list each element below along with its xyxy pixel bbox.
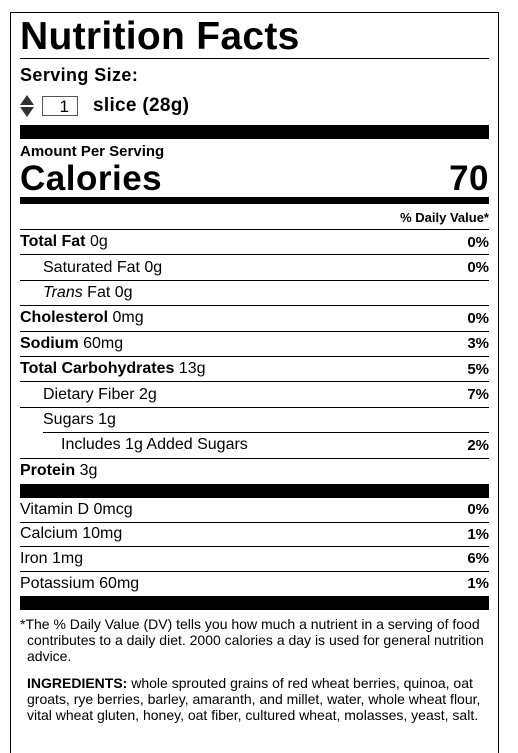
nutrient-amount: 13g: [178, 360, 206, 378]
nutrient-name: Cholesterol: [20, 309, 109, 327]
nutrient-row: Trans Fat 0g: [20, 281, 489, 307]
serving-unit: slice (28g): [93, 95, 190, 116]
increment-arrow[interactable]: [20, 95, 34, 105]
nutrient-amount: 60mg: [83, 334, 124, 352]
vitamin-row: Calcium 10mg 1%: [20, 523, 489, 548]
nutrient-dv: 0%: [467, 259, 489, 277]
vitamin-dv: 1%: [467, 525, 489, 543]
stepper-arrows: [20, 95, 34, 117]
vitamin-name: Potassium: [20, 574, 95, 592]
nutrient-dv: 0%: [467, 309, 489, 327]
medium-divider: [20, 197, 489, 204]
quantity-input[interactable]: 1: [42, 96, 78, 116]
nutrient-row: Sugars 1g: [20, 408, 489, 434]
nutrient-name: Protein: [20, 462, 76, 480]
footnote: *The % Daily Value (DV) tells you how mu…: [20, 616, 484, 665]
nutrient-name-prefix: Trans: [43, 283, 83, 301]
nutrient-amount: 0g: [144, 258, 163, 276]
nutrient-amount: 2g: [139, 385, 157, 403]
thick-divider: [20, 483, 489, 498]
nutrient-dv: 0%: [467, 233, 489, 251]
vitamin-dv: 6%: [467, 550, 489, 568]
nutrient-amount: 3g: [79, 462, 98, 480]
vitamin-name: Iron: [20, 549, 48, 567]
nutrient-name: Dietary Fiber: [43, 385, 135, 403]
vitamin-amount: 10mg: [82, 525, 123, 543]
vitamin-dv: 0%: [467, 501, 489, 519]
nutrient-row: Total Carbohydrates 13g 5%: [20, 357, 489, 383]
serving-size-label: Serving Size:: [20, 65, 139, 85]
nutrient-amount: 0g: [114, 283, 133, 301]
vitamin-name: Calcium: [20, 525, 78, 543]
nutrient-name: Saturated Fat: [43, 258, 140, 276]
nutrient-name: Includes 1g Added Sugars: [61, 436, 248, 454]
vitamin-amount: 60mg: [99, 574, 140, 592]
title: Nutrition Facts: [20, 13, 489, 59]
decrement-arrow[interactable]: [20, 107, 34, 117]
nutrient-amount: 1g: [98, 411, 116, 429]
calories-row: Calories 70: [20, 159, 489, 198]
nutrient-amount: 0mg: [112, 309, 144, 327]
vitamin-row: Vitamin D 0mcg 0%: [20, 498, 489, 523]
nutrient-name: Sodium: [20, 334, 79, 352]
calories-label: Calories: [20, 159, 163, 198]
daily-value-header: % Daily Value*: [20, 204, 489, 230]
ingredients: INGREDIENTS: whole sprouted grains of re…: [20, 675, 489, 723]
vitamin-amount: 0mcg: [93, 500, 133, 518]
vitamin-dv: 1%: [467, 575, 489, 593]
vitamin-name: Vitamin D: [20, 500, 90, 518]
serving-stepper: 1 slice (28g): [20, 89, 489, 123]
nutrient-row: Dietary Fiber 2g 7%: [20, 382, 489, 408]
ingredients-label: INGREDIENTS:: [27, 675, 128, 692]
nutrient-name: Fat: [87, 283, 111, 301]
nutrient-name: Total Carbohydrates: [20, 360, 175, 378]
nutrient-name: Total Fat: [20, 233, 86, 251]
nutrient-row: Protein 3g: [20, 459, 489, 484]
vitamin-amount: 1mg: [52, 549, 84, 567]
nutrient-row: Saturated Fat 0g 0%: [20, 255, 489, 281]
ingredients-text: whole sprouted grains of red wheat berri…: [27, 675, 481, 724]
vitamin-row: Potassium 60mg 1%: [20, 572, 489, 597]
nutrient-amount: 0g: [89, 233, 108, 251]
nutrition-label: Nutrition Facts Serving Size: 1 slice (2…: [10, 12, 499, 753]
thick-divider: [20, 125, 489, 139]
nutrient-dv: 7%: [467, 386, 489, 404]
nutrient-row: Sodium 60mg 3%: [20, 332, 489, 357]
thick-divider: [20, 596, 489, 611]
nutrient-row: Includes 1g Added Sugars 2%: [20, 433, 489, 459]
nutrient-name: Sugars: [43, 411, 94, 429]
amount-per-serving: Amount Per Serving: [20, 143, 165, 160]
nutrient-row: Cholesterol 0mg 0%: [20, 306, 489, 332]
nutrient-dv: 5%: [467, 360, 489, 378]
nutrient-dv: 3%: [467, 335, 489, 353]
nutrient-dv: 2%: [467, 436, 489, 454]
vitamin-row: Iron 1mg 6%: [20, 547, 489, 572]
nutrient-row: Total Fat 0g 0%: [20, 230, 489, 256]
calories-value: 70: [449, 159, 489, 198]
